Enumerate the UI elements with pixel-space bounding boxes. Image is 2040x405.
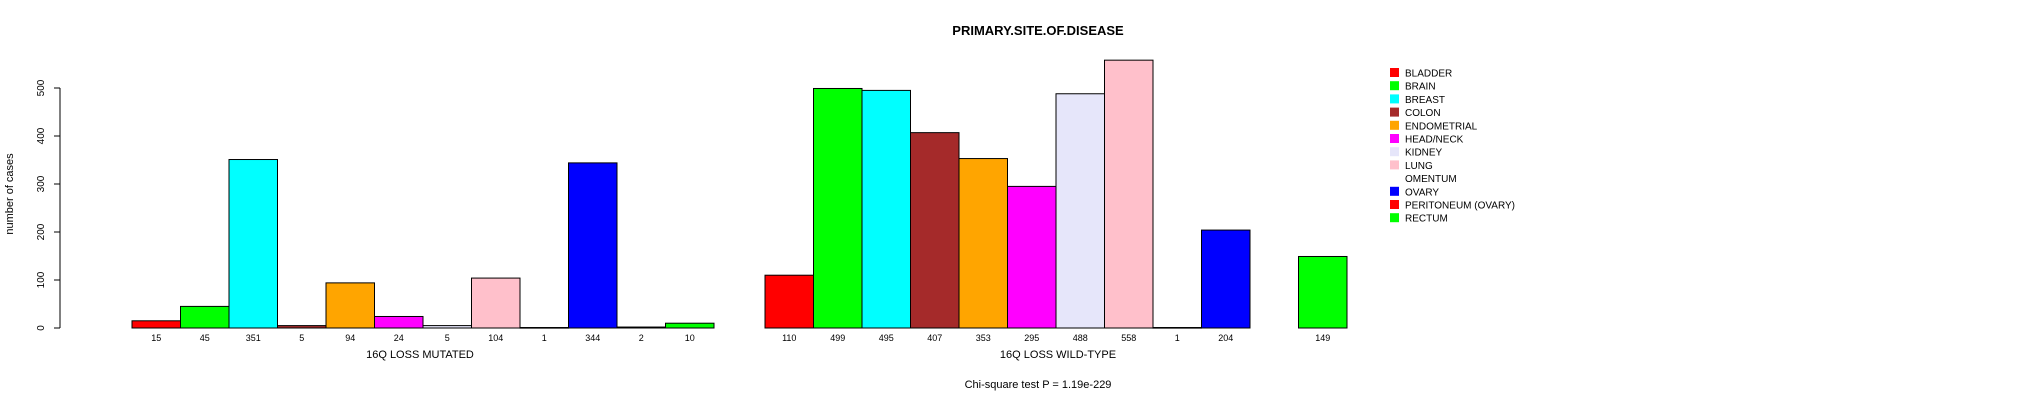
bar xyxy=(1152,327,1202,329)
y-tick-label: 200 xyxy=(36,223,47,240)
bar xyxy=(374,315,424,329)
bar-count-label: 407 xyxy=(927,333,942,343)
group-label: 16Q LOSS WILD-TYPE xyxy=(1000,349,1116,361)
y-tick-label: 400 xyxy=(36,127,47,144)
y-tick-label: 500 xyxy=(36,79,47,96)
legend-label: KIDNEY xyxy=(1405,148,1443,159)
legend-label: LUNG xyxy=(1405,161,1433,172)
bar xyxy=(422,325,472,329)
legend-swatch xyxy=(1390,68,1399,77)
legend-label: OMENTUM xyxy=(1405,174,1457,185)
legend-label: BRAIN xyxy=(1405,82,1436,93)
bar-count-label: 1 xyxy=(542,333,547,343)
legend-label: HEAD/NECK xyxy=(1405,135,1464,146)
bar xyxy=(910,132,960,329)
y-tick-label: 300 xyxy=(36,175,47,192)
bar xyxy=(180,305,230,329)
bar xyxy=(471,277,521,329)
bar-count-label: 2 xyxy=(639,333,644,343)
bar xyxy=(764,274,814,329)
bar xyxy=(228,159,278,329)
chi-square-test-label: Chi-square test P = 1.19e-229 xyxy=(965,379,1112,391)
bar xyxy=(131,320,181,329)
bar xyxy=(813,87,863,329)
bar xyxy=(616,326,666,329)
bar xyxy=(277,325,327,329)
bar xyxy=(1055,93,1105,329)
bar-count-label: 344 xyxy=(585,333,600,343)
legend-label: COLON xyxy=(1405,108,1441,119)
legend: BLADDER BRAIN BREAST COLON ENDOMETRIAL HEAD/N… xyxy=(1390,68,1515,225)
legend-label: BLADDER xyxy=(1405,69,1452,80)
bar xyxy=(325,282,375,329)
legend-swatch xyxy=(1390,120,1399,130)
legend-swatch xyxy=(1390,147,1399,157)
bar-count-label: 94 xyxy=(345,333,355,343)
legend-swatch xyxy=(1390,107,1399,117)
legend-swatch xyxy=(1390,213,1399,223)
bar-count-label: 495 xyxy=(879,333,894,343)
bar-count-label: 488 xyxy=(1073,333,1088,343)
legend-label: BREAST xyxy=(1405,95,1445,106)
bar xyxy=(1104,59,1154,329)
bar xyxy=(958,158,1008,329)
bar xyxy=(1201,229,1251,329)
bar-count-label: 15 xyxy=(151,333,161,343)
y-tick-label: 0 xyxy=(36,325,47,331)
chart-title: PRIMARY.SITE.OF.DISEASE xyxy=(952,23,1124,38)
bar-count-label: 10 xyxy=(685,333,695,343)
bar-count-label: 24 xyxy=(394,333,404,343)
y-axis-label: number of cases xyxy=(4,153,16,235)
bar xyxy=(519,327,569,329)
bar xyxy=(665,322,715,329)
bar-count-label: 558 xyxy=(1121,333,1136,343)
bar xyxy=(568,162,618,329)
bar-count-label: 149 xyxy=(1315,333,1330,343)
bar-group: 15 45 351 5 94 24 5 104 1 344 2 10 16Q LOSS MUTATED xyxy=(131,159,715,361)
bar xyxy=(861,89,911,329)
y-axis: 0 100 200 300 400 500 xyxy=(36,79,61,331)
bar-count-label: 204 xyxy=(1218,333,1233,343)
legend-label: ENDOMETRIAL xyxy=(1405,121,1478,132)
bar-count-label: 295 xyxy=(1024,333,1039,343)
y-tick-label: 100 xyxy=(36,271,47,288)
bar-count-label: 110 xyxy=(782,333,796,343)
legend-swatch xyxy=(1390,81,1399,91)
legend-swatch xyxy=(1390,160,1399,170)
bar-count-label: 1 xyxy=(1175,333,1180,343)
legend-swatch xyxy=(1390,134,1399,143)
bar xyxy=(1298,255,1348,329)
bar-count-label: 5 xyxy=(299,333,304,343)
bar-count-label: 353 xyxy=(976,333,991,343)
bar-count-label: 45 xyxy=(200,333,210,343)
bar-count-label: 104 xyxy=(488,333,503,343)
bar-count-label: 351 xyxy=(246,333,261,343)
bar-count-label: 5 xyxy=(445,333,450,343)
legend-swatch xyxy=(1390,186,1399,196)
legend-swatch xyxy=(1390,200,1399,209)
legend-label: PERITONEUM (OVARY) xyxy=(1405,201,1515,212)
group-label: 16Q LOSS MUTATED xyxy=(366,349,474,361)
bar xyxy=(1007,185,1057,329)
legend-label: OVARY xyxy=(1405,187,1439,198)
bar-group: 110 499 495 407 353 295 488 558 1 204 149 16Q LOSS … xyxy=(764,59,1348,361)
legend-label: RECTUM xyxy=(1405,214,1448,225)
bar-count-label: 499 xyxy=(830,333,845,343)
legend-swatch xyxy=(1390,94,1399,104)
